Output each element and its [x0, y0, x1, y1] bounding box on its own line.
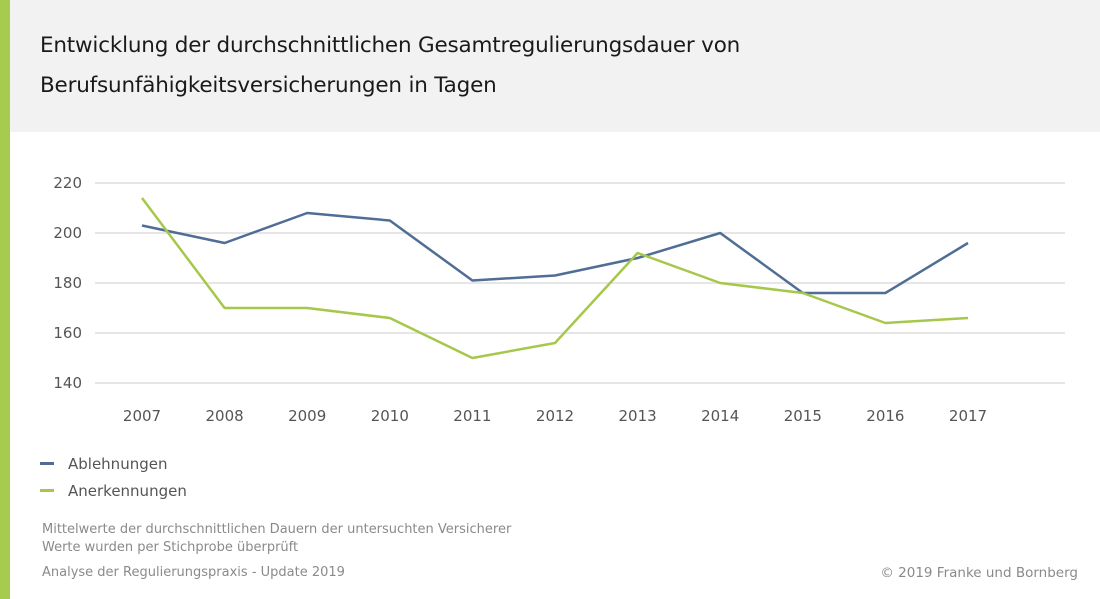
legend: Ablehnungen Anerkennungen [40, 450, 187, 504]
legend-swatch-anerkennungen [40, 489, 54, 492]
accent-bar [0, 0, 10, 599]
x-tick-label: 2012 [536, 407, 574, 425]
legend-item-ablehnungen[interactable]: Ablehnungen [40, 450, 187, 477]
y-tick-label: 200 [53, 224, 82, 242]
series-line-ablehnungen [141, 211, 969, 295]
y-axis-ticks: 140 160 180 200 220 [53, 174, 82, 392]
gridlines [95, 182, 1065, 384]
legend-swatch-ablehnungen [40, 462, 54, 465]
chart-title-line-1: Entwicklung der durchschnittlichen Gesam… [40, 33, 741, 58]
x-tick-label: 2008 [206, 407, 244, 425]
source-note: Analyse der Regulierungspraxis - Update … [42, 565, 345, 580]
header [10, 0, 1100, 132]
y-tick-label: 180 [53, 274, 82, 292]
y-tick-label: 160 [53, 324, 82, 342]
chart-title: Entwicklung der durchschnittlichen Gesam… [40, 26, 1040, 106]
x-tick-label: 2011 [453, 407, 491, 425]
footnote-1: Mittelwerte der durchschnittlichen Dauer… [42, 522, 512, 537]
x-tick-label: 2017 [949, 407, 987, 425]
legend-item-anerkennungen[interactable]: Anerkennungen [40, 477, 187, 504]
x-tick-label: 2013 [619, 407, 657, 425]
series-lines [141, 197, 969, 360]
y-tick-label: 140 [53, 374, 82, 392]
x-axis-ticks: 2007 2008 2009 2010 2011 2012 2013 2014 2015 2016… [123, 407, 987, 425]
x-tick-label: 2007 [123, 407, 161, 425]
x-tick-label: 2009 [288, 407, 326, 425]
x-tick-label: 2015 [784, 407, 822, 425]
x-tick-label: 2010 [371, 407, 409, 425]
chart-title-line-2: Berufsunfähigkeitsversicherungen in Tage… [40, 73, 497, 98]
x-tick-label: 2014 [701, 407, 739, 425]
y-tick-label: 220 [53, 174, 82, 192]
x-tick-label: 2016 [866, 407, 904, 425]
line-chart: 140 160 180 200 220 2007 2008 2009 2010 2011 2012… [53, 174, 1065, 425]
copyright: © 2019 Franke und Bornberg [880, 565, 1078, 581]
footnote-2: Werte wurden per Stichprobe überprüft [42, 540, 299, 555]
series-line-anerkennungen [141, 197, 969, 360]
legend-label: Anerkennungen [68, 481, 187, 500]
legend-label: Ablehnungen [68, 454, 168, 473]
